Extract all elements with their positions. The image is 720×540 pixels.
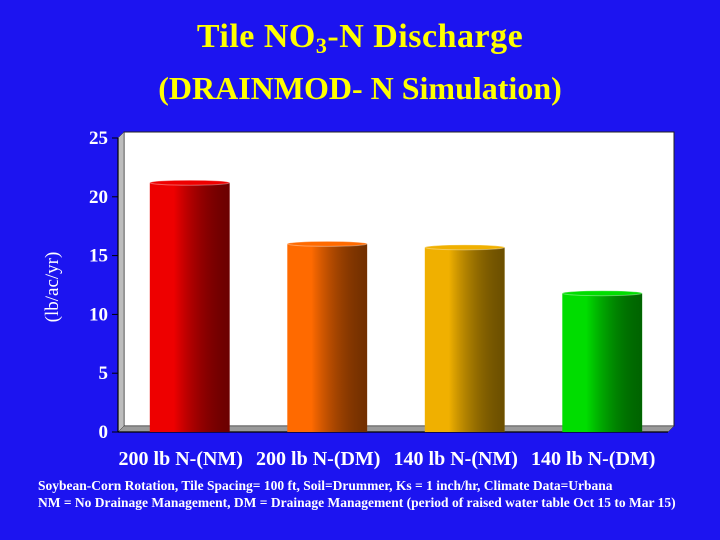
x-category-label: 140 lb N-(NM) xyxy=(394,448,518,470)
y-tick-label: 10 xyxy=(89,304,108,325)
y-tick-label: 0 xyxy=(99,422,109,443)
footnote-conditions: Soybean-Corn Rotation, Tile Spacing= 100… xyxy=(38,478,613,493)
bar-3 xyxy=(424,244,506,432)
y-tick-label: 20 xyxy=(89,187,108,208)
bar-top xyxy=(424,244,506,251)
title-subscript: 3 xyxy=(315,33,328,58)
x-category-label: 200 lb N-(DM) xyxy=(256,448,380,470)
bar-1 xyxy=(149,179,231,432)
y-tick-label: 15 xyxy=(89,246,108,267)
bar-top xyxy=(286,240,368,247)
plot-side-wall xyxy=(117,131,125,433)
chart-title: Tile NO3-N Discharge xyxy=(196,18,524,58)
bar-shade xyxy=(287,243,368,432)
x-category-label: 140 lb N-(DM) xyxy=(531,448,655,470)
bar-4 xyxy=(561,290,643,432)
y-tick-label: 5 xyxy=(99,363,109,384)
x-category-label: 200 lb N-(NM) xyxy=(119,448,243,470)
footnote-legend: NM = No Drainage Management, DM = Draina… xyxy=(38,495,676,510)
bar-top xyxy=(149,179,231,186)
bar-shade xyxy=(562,293,643,432)
chart-subtitle: (DRAINMOD- N Simulation) xyxy=(158,70,562,106)
bar-top xyxy=(561,290,643,297)
y-tick-label: 25 xyxy=(89,128,108,149)
bar-2 xyxy=(286,240,368,432)
bar-shade xyxy=(424,247,505,432)
bar-shade xyxy=(149,182,230,432)
